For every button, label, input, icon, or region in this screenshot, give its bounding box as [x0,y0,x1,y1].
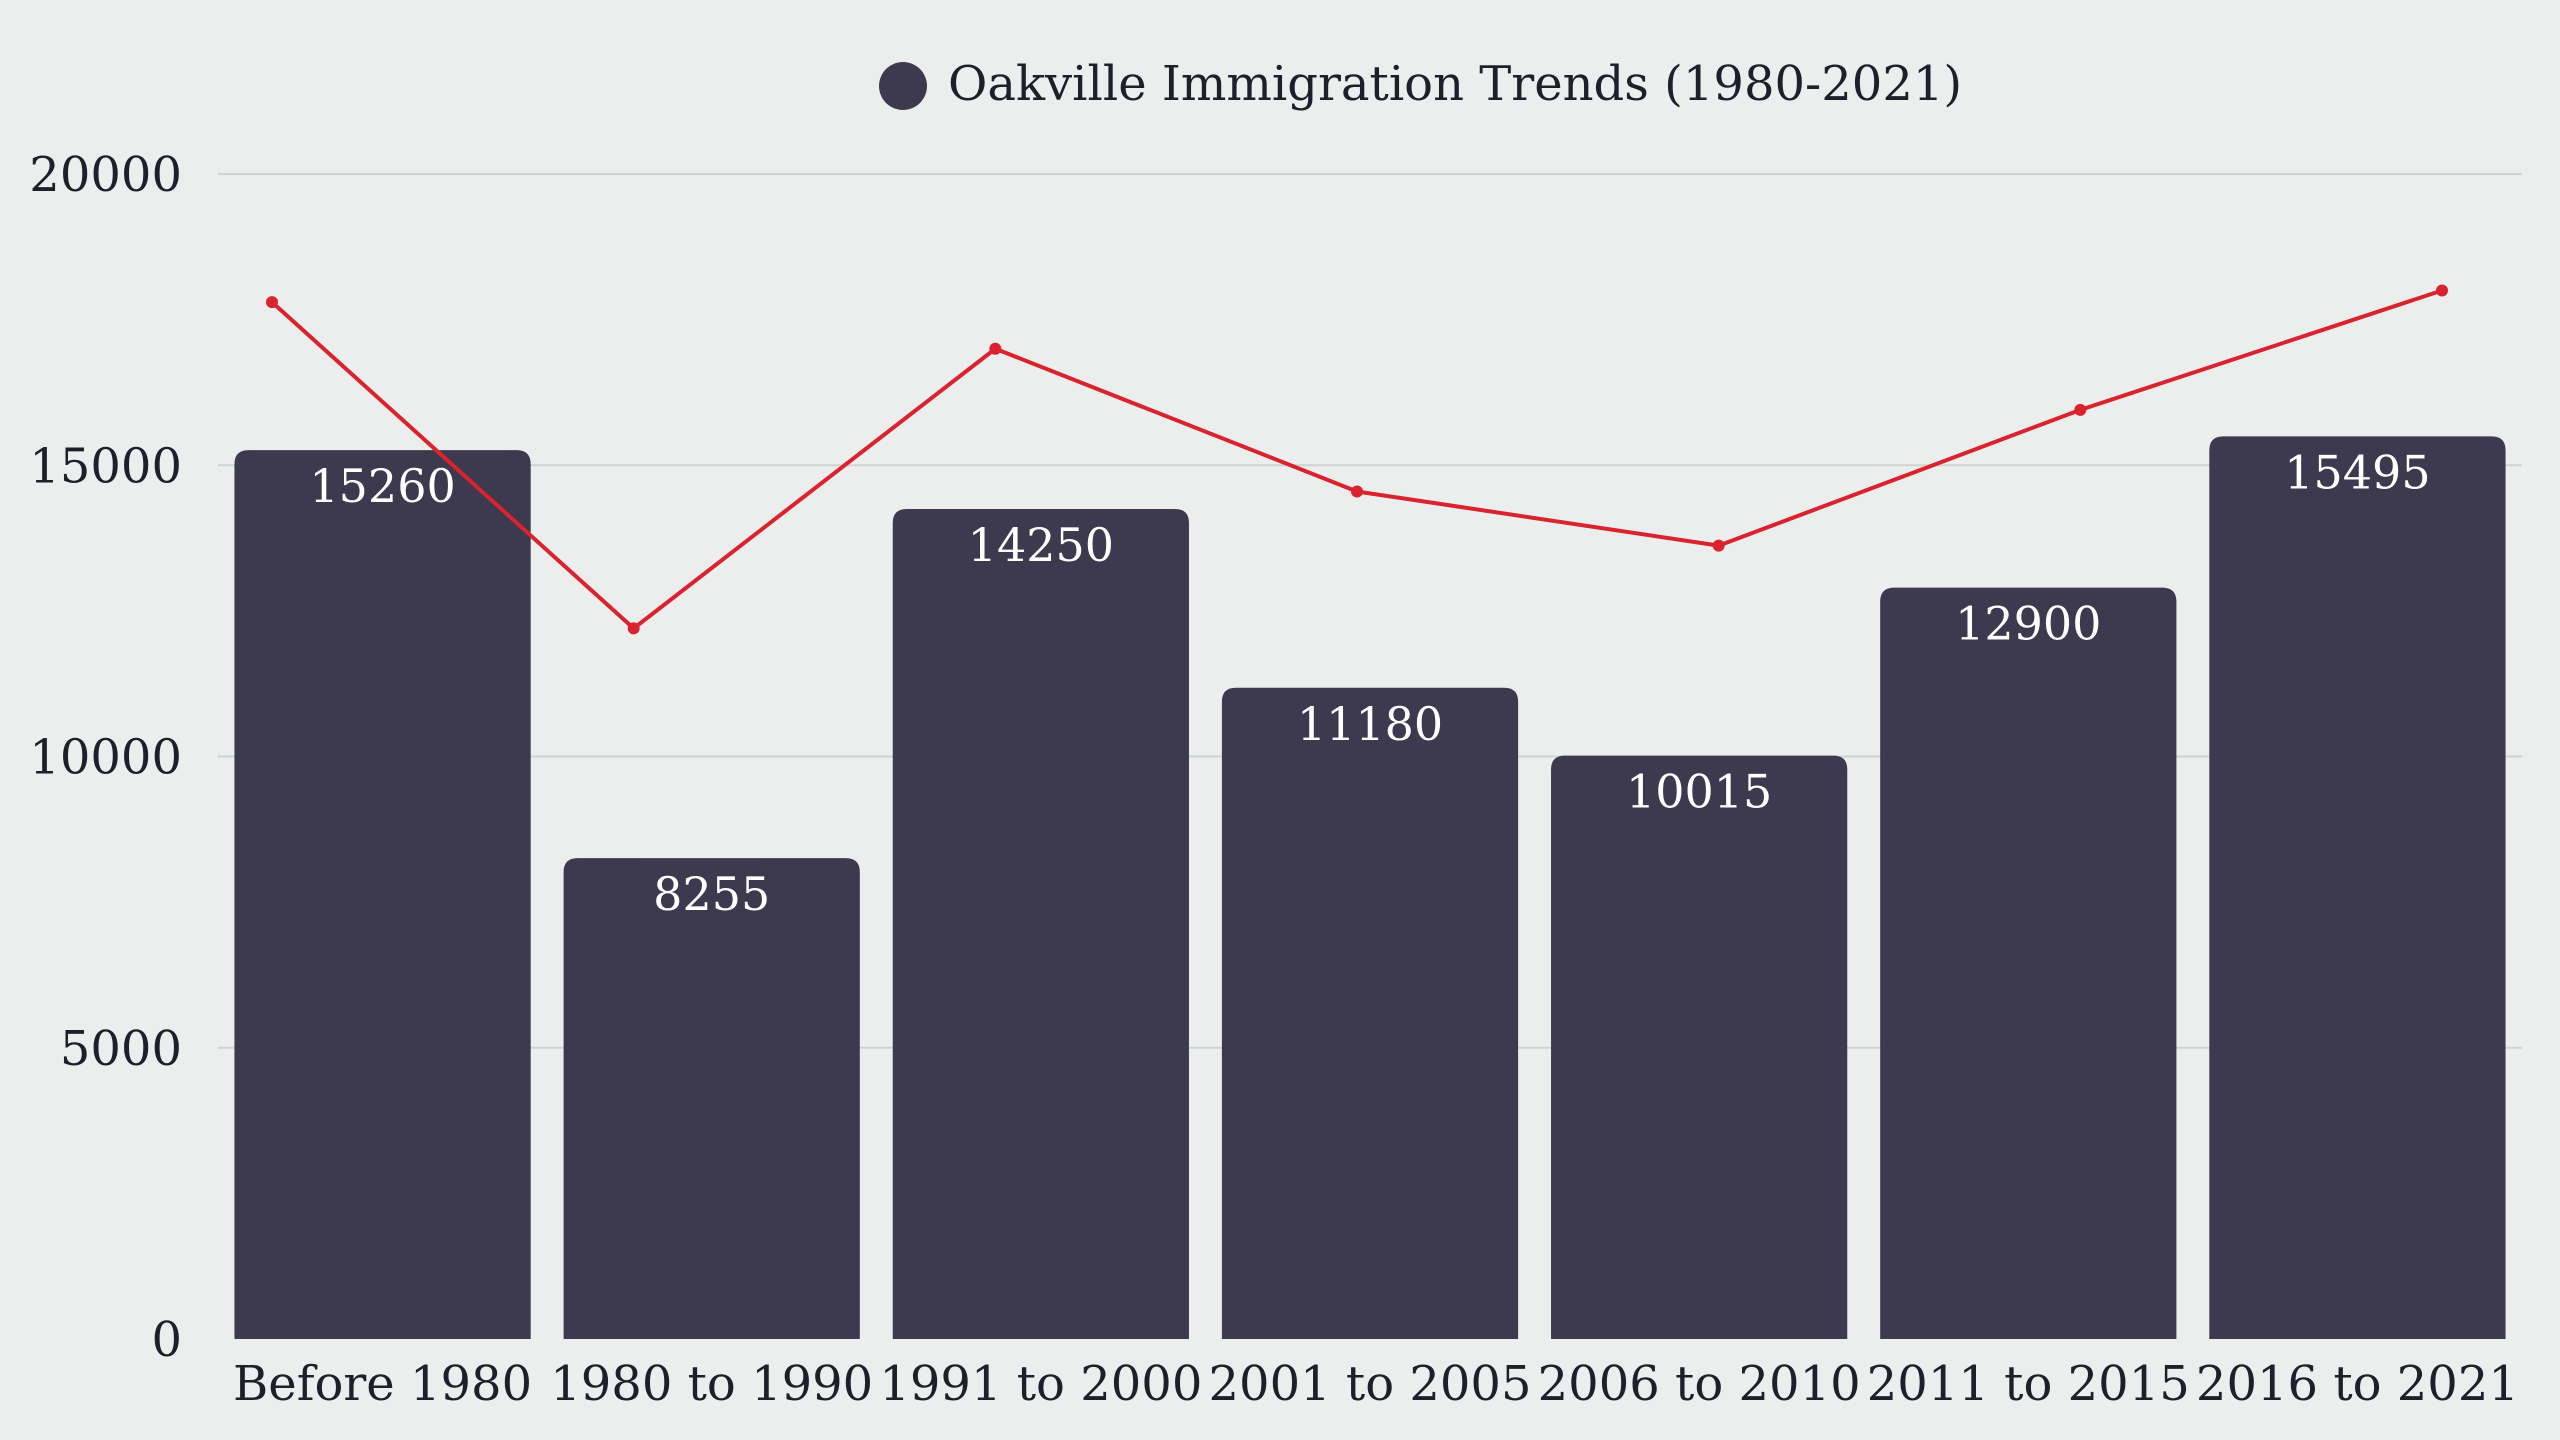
y-tick-label: 15000 [29,438,182,494]
bar[interactable] [563,858,860,1339]
bar[interactable] [234,450,531,1340]
bar[interactable] [1880,587,2177,1339]
bar-value-label: 11180 [1297,697,1443,751]
trend-point[interactable] [627,622,640,635]
y-tick-label: 5000 [60,1021,182,1077]
bar-value-labels: 15260 8255 14250 11180 10015 12900 15495 [309,445,2430,921]
x-category-label: 2001 to 2005 [1208,1356,1531,1412]
y-axis-ticks: 0 5000 10000 15000 20000 [29,147,182,1368]
trend-point[interactable] [2074,403,2087,416]
trend-line [270,288,2443,631]
x-category-label: 1980 to 1990 [550,1356,873,1412]
x-category-label: 1991 to 2000 [879,1356,1202,1412]
y-tick-label: 20000 [29,147,182,203]
bars [234,436,2506,1340]
trend-point[interactable] [1351,485,1363,498]
legend-marker-icon [879,62,927,110]
y-tick-label: 0 [151,1312,182,1368]
legend-label: Oakville Immigration Trends (1980-2021) [948,56,1962,112]
trend-point[interactable] [2436,284,2448,297]
x-category-label: 2006 to 2010 [1538,1356,1861,1412]
trend-line-layer [266,284,2448,635]
bar-value-label: 15260 [309,459,455,513]
trend-point[interactable] [1712,539,1725,552]
x-category-label: 2016 to 2021 [2196,1356,2519,1412]
x-category-label: Before 1980 [233,1356,532,1412]
trend-point[interactable] [989,342,1002,355]
bar-value-label: 14250 [968,518,1114,572]
legend[interactable]: Oakville Immigration Trends (1980-2021) [879,56,1962,112]
bar-value-label: 8255 [653,867,770,921]
bar-value-label: 15495 [2284,445,2430,499]
y-tick-label: 10000 [29,730,182,786]
trend-point[interactable] [266,296,278,309]
bar[interactable] [2209,436,2506,1339]
bar[interactable] [1221,687,1519,1339]
bar-value-label: 12900 [1955,597,2101,651]
x-axis-categories: Before 1980 1980 to 1990 1991 to 2000 2001 … [233,1356,2519,1412]
bar[interactable] [892,508,1189,1339]
bar-value-label: 10015 [1626,765,1772,819]
bar[interactable] [1551,755,1848,1339]
x-category-label: 2011 to 2015 [1867,1356,2190,1412]
